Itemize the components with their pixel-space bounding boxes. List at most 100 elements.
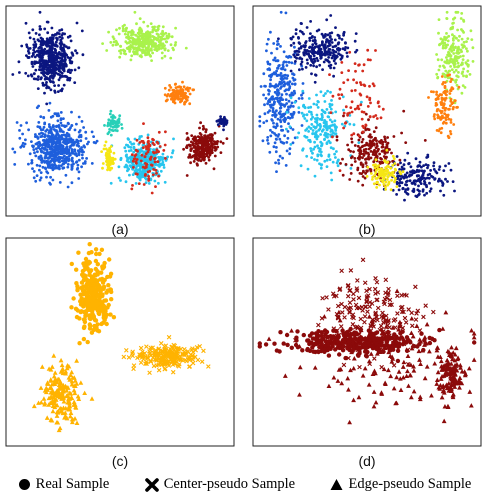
real-sample-point [59, 135, 62, 139]
real-sample-point [121, 27, 125, 31]
real-sample-point [109, 297, 114, 302]
real-sample-point [319, 133, 322, 136]
center-pseudo-point [144, 355, 150, 360]
real-sample-point [74, 267, 79, 272]
real-sample-point [163, 48, 167, 52]
real-sample-point [187, 89, 190, 93]
real-sample-point [130, 29, 134, 33]
center-pseudo-point [135, 355, 140, 361]
real-sample-point [106, 124, 110, 128]
real-sample-point [362, 152, 365, 156]
real-sample-point [51, 76, 55, 80]
real-sample-point [138, 135, 142, 139]
real-sample-point [32, 43, 36, 47]
real-sample-point [46, 31, 50, 35]
real-sample-point [301, 67, 304, 71]
real-sample-point [55, 124, 58, 128]
real-sample-point [320, 163, 324, 167]
real-sample-point [46, 67, 49, 71]
real-sample-point [133, 39, 136, 43]
real-sample-point [191, 88, 195, 92]
real-sample-point [286, 136, 290, 140]
real-sample-point [84, 263, 89, 269]
real-sample-point [73, 128, 77, 132]
real-sample-point [259, 85, 263, 88]
real-sample-point [335, 138, 339, 142]
center-pseudo-point [163, 343, 169, 348]
real-sample-point [367, 118, 370, 122]
real-sample-point [346, 46, 350, 50]
real-sample-point [210, 138, 214, 142]
real-sample-point [106, 302, 111, 308]
center-pseudo-point [148, 358, 154, 364]
real-sample-point [48, 147, 52, 151]
real-sample-point [466, 69, 470, 73]
real-sample-point [321, 68, 324, 71]
real-sample-point [340, 71, 344, 74]
edge-pseudo-point [38, 385, 44, 390]
real-sample-point [412, 179, 416, 183]
real-sample-point [312, 102, 316, 106]
real-sample-point [96, 306, 101, 311]
real-sample-point [108, 149, 112, 152]
real-sample-point [45, 44, 49, 48]
real-sample-point [120, 126, 124, 130]
real-sample-point [51, 71, 55, 75]
real-sample-point [222, 128, 225, 132]
center-pseudo-point [178, 357, 183, 363]
real-sample-point [70, 168, 74, 171]
real-sample-point [38, 59, 42, 62]
edge-pseudo-point [59, 362, 65, 368]
real-sample-point [353, 89, 357, 92]
real-sample-point [76, 163, 80, 167]
edge-pseudo-point [57, 425, 63, 431]
center-pseudo-point [206, 364, 211, 369]
real-sample-point [162, 149, 166, 152]
real-sample-point [364, 150, 368, 154]
real-sample-point [110, 166, 114, 170]
real-sample-point [329, 14, 333, 17]
real-sample-point [377, 147, 380, 151]
real-sample-point [316, 116, 319, 120]
real-sample-point [147, 139, 150, 143]
real-sample-point [92, 135, 95, 139]
real-sample-point [112, 151, 116, 155]
real-sample-point [391, 171, 395, 175]
real-sample-point [374, 171, 377, 175]
real-sample-point [328, 35, 332, 38]
real-sample-point [204, 130, 208, 134]
real-sample-point [289, 345, 294, 350]
real-sample-point [313, 45, 317, 49]
real-sample-point [315, 65, 318, 69]
real-sample-point [50, 61, 54, 65]
real-sample-point [309, 20, 312, 23]
real-sample-point [326, 44, 330, 48]
real-sample-point [305, 113, 309, 117]
real-sample-point [453, 46, 457, 49]
real-sample-point [304, 66, 308, 69]
real-sample-point [111, 35, 115, 39]
real-sample-point [52, 81, 55, 84]
real-sample-point [385, 143, 389, 146]
real-sample-point [457, 39, 460, 42]
real-sample-point [188, 153, 192, 157]
real-sample-point [111, 43, 115, 47]
center-pseudo-point [130, 353, 135, 359]
real-sample-point [288, 116, 292, 120]
real-sample-point [146, 133, 150, 137]
real-sample-point [147, 175, 151, 178]
real-sample-point [422, 164, 425, 168]
real-sample-point [309, 147, 313, 150]
real-sample-point [311, 129, 315, 132]
real-sample-point [304, 129, 307, 132]
real-sample-point [80, 288, 86, 293]
real-sample-point [272, 121, 275, 125]
real-sample-point [359, 152, 363, 156]
real-sample-point [144, 152, 148, 156]
real-sample-point [53, 91, 57, 94]
edge-pseudo-point [52, 397, 58, 402]
real-sample-point [358, 172, 362, 175]
real-sample-point [325, 141, 329, 145]
real-sample-point [298, 56, 302, 60]
center-pseudo-point [187, 364, 193, 369]
